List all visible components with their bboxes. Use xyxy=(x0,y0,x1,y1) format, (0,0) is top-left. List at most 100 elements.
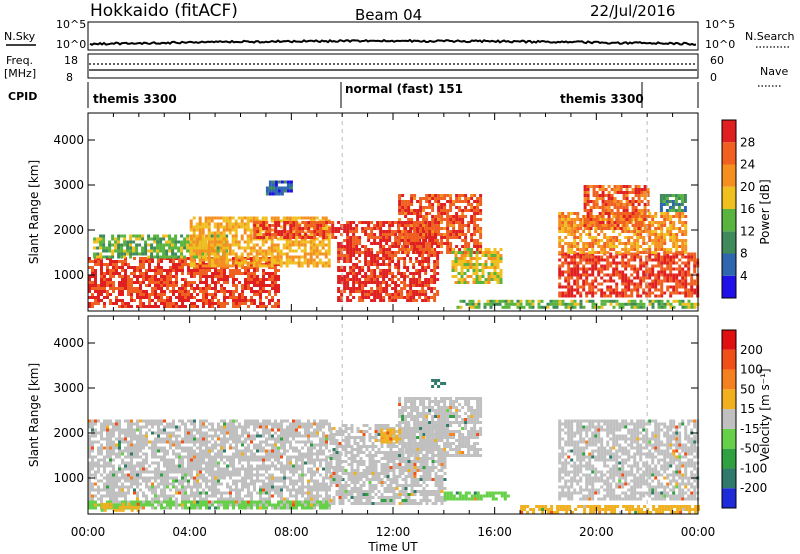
y-tick-label: 4000 xyxy=(53,133,84,147)
velocity-y-axis-label: Slant Range [km] xyxy=(27,363,41,467)
y-tick-label: 2000 xyxy=(53,223,84,237)
date-label: 22/Jul/2016 xyxy=(590,2,675,20)
noise-panel: N.Sky 10^5 10^0 10^5 10^0 N.Search xyxy=(4,18,795,51)
colorbar-segment xyxy=(722,186,736,209)
power-colorbar: 4 8 12 16 20 24 28 xyxy=(721,119,755,299)
noise-left-tick-bottom: 10^0 xyxy=(56,38,86,51)
power-colorbar-label: Power [dB] xyxy=(758,179,772,244)
velocity-colorbar-tick: -200 xyxy=(740,481,767,495)
cpid-segment-1: themis 3300 xyxy=(93,92,177,106)
power-region-12 xyxy=(583,185,650,230)
velocity-colorbar-tick: 100 xyxy=(740,363,763,377)
y-tick-label: 1000 xyxy=(53,268,84,282)
velocity-region-10 xyxy=(100,502,140,512)
power-region-11 xyxy=(456,299,700,309)
freq-label-line2: [MHz] xyxy=(4,67,36,80)
power-region-10 xyxy=(558,212,688,254)
y-tick-label: 3000 xyxy=(53,381,84,395)
velocity-colorbar-label: Velocity [m s⁻¹] xyxy=(758,368,772,461)
noise-left-label: N.Sky xyxy=(4,30,36,43)
velocity-colorbar-tick: -100 xyxy=(740,461,767,475)
power-region-8 xyxy=(451,248,503,284)
x-tick-label: 04:00 xyxy=(172,525,207,539)
noise-right-tick-top: 10^5 xyxy=(705,18,735,31)
noise-sky-trace xyxy=(89,38,697,46)
velocity-colorbar-tick: 50 xyxy=(740,382,755,396)
frequency-panel: Freq. [MHz] 18 8 60 0 Nave xyxy=(4,53,788,87)
cpid-label: CPID xyxy=(8,90,37,103)
power-y-axis-label: Slant Range [km] xyxy=(27,160,41,264)
power-colorbar-tick: 4 xyxy=(740,269,748,283)
power-panel xyxy=(87,112,700,312)
colorbar-segment xyxy=(722,389,736,410)
velocity-colorbar: 200 100 50 15 -15 -50 -100 -200 xyxy=(721,329,767,509)
power-region-7 xyxy=(265,180,293,196)
power-colorbar-tick: 24 xyxy=(740,158,755,172)
beam-label: Beam 04 xyxy=(355,6,422,24)
y-tick-label: 4000 xyxy=(53,336,84,350)
colorbar-segment xyxy=(722,369,736,390)
freq-left-tick-bottom: 8 xyxy=(66,71,73,84)
freq-left-tick-top: 18 xyxy=(64,54,78,67)
power-colorbar-tick: 8 xyxy=(740,247,748,261)
velocity-colorbar-tick: 200 xyxy=(740,343,763,357)
colorbar-segment xyxy=(722,448,736,469)
colorbar-segment xyxy=(722,142,736,165)
colorbar-segment xyxy=(722,164,736,187)
power-colorbar-tick: 28 xyxy=(740,135,755,149)
cpid-panel: CPID themis 3300 normal (fast) 151 themi… xyxy=(8,82,699,108)
power-colorbar-tick: 12 xyxy=(740,224,755,238)
radar-title: Hokkaido (fitACF) xyxy=(90,1,238,21)
x-tick-label: 16:00 xyxy=(477,525,512,539)
power-data xyxy=(88,113,700,311)
y-tick-label: 3000 xyxy=(53,178,84,192)
x-tick-label: 08:00 xyxy=(274,525,309,539)
colorbar-segment xyxy=(722,275,736,298)
velocity-region-4 xyxy=(398,397,483,457)
cpid-segment-3: themis 3300 xyxy=(560,92,644,106)
cpid-segment-2: normal (fast) 151 xyxy=(345,82,463,96)
velocity-panel xyxy=(87,315,701,515)
y-tick-label: 1000 xyxy=(53,471,84,485)
velocity-data xyxy=(88,316,701,514)
power-colorbar-tick: 16 xyxy=(740,202,755,216)
x-tick-label: 12:00 xyxy=(376,525,411,539)
y-tick-label: 2000 xyxy=(53,426,84,440)
power-region-13 xyxy=(659,194,687,212)
colorbar-segment xyxy=(722,330,736,350)
colorbar-segment xyxy=(722,349,736,370)
colorbar-segment xyxy=(722,253,736,276)
velocity-region-8 xyxy=(558,419,700,501)
power-region-6 xyxy=(398,194,483,254)
colorbar-segment xyxy=(722,209,736,232)
velocity-colorbar-tick: -50 xyxy=(740,442,760,456)
freq-right-tick-top: 60 xyxy=(710,54,724,67)
velocity-region-6 xyxy=(443,491,510,501)
colorbar-segment xyxy=(722,488,736,508)
x-tick-label: 20:00 xyxy=(579,525,614,539)
x-tick-label: 00:00 xyxy=(71,525,106,539)
velocity-colorbar-tick: -15 xyxy=(740,422,760,436)
velocity-region-9 xyxy=(520,505,701,514)
power-colorbar-tick: 20 xyxy=(740,180,755,194)
colorbar-segment xyxy=(722,120,736,143)
x-tick-label: 00:00 xyxy=(681,525,716,539)
velocity-region-1 xyxy=(88,419,331,510)
colorbar-segment xyxy=(722,231,736,254)
colorbar-segment xyxy=(722,409,736,429)
noise-right-tick-bottom: 10^0 xyxy=(705,38,735,51)
freq-label-line1: Freq. xyxy=(6,54,33,67)
nave-label: Nave xyxy=(760,65,788,78)
freq-right-tick-bottom: 0 xyxy=(710,71,717,84)
colorbar-segment xyxy=(722,468,736,489)
power-region-5 xyxy=(337,221,440,302)
noise-right-label: N.Search xyxy=(745,30,795,43)
x-axis-label: Time UT xyxy=(367,540,418,554)
velocity-region-7 xyxy=(431,379,447,388)
axes: 1000 2000 3000 4000 1000 2000 3000 4000 00:00 04:… xyxy=(53,113,715,539)
velocity-region-5 xyxy=(380,428,402,444)
colorbar-segment xyxy=(722,428,736,449)
noise-left-tick-top: 10^5 xyxy=(56,18,86,31)
velocity-colorbar-tick: 15 xyxy=(740,402,755,416)
power-region-4 xyxy=(253,221,338,239)
